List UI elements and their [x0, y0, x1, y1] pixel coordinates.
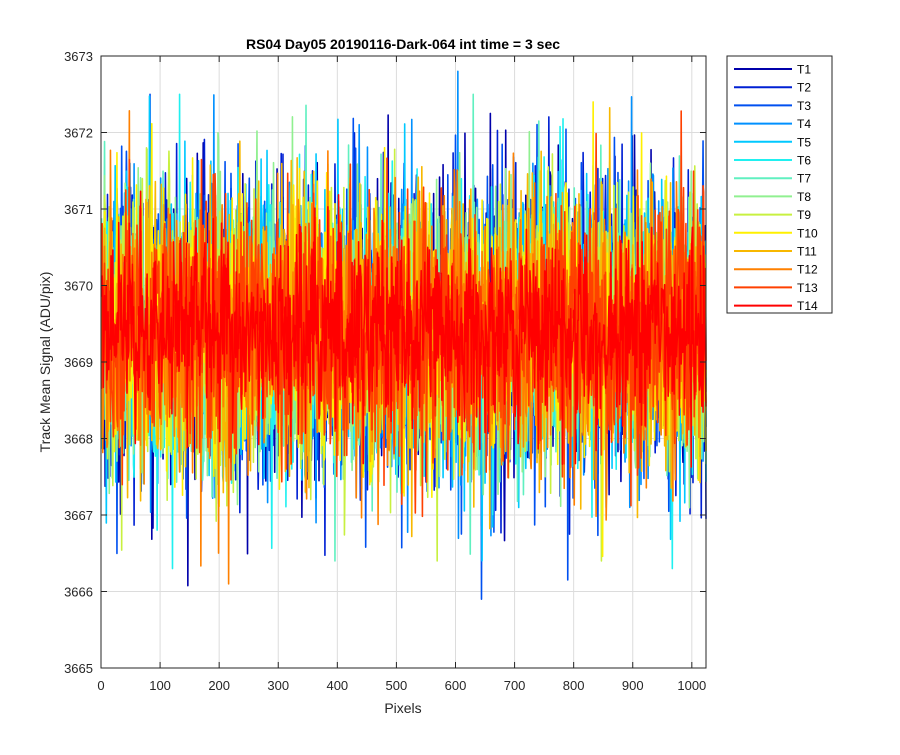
y-tick-label: 3669: [64, 355, 93, 370]
x-tick-label: 600: [445, 678, 467, 693]
x-tick-label: 900: [622, 678, 644, 693]
y-tick-label: 3667: [64, 508, 93, 523]
x-tick-label: 0: [97, 678, 104, 693]
series-line-t13: [100, 110, 707, 518]
series-layer: [100, 70, 707, 600]
ticks: [100, 55, 706, 669]
x-tick-label: 800: [563, 678, 585, 693]
x-tick-label: 400: [326, 678, 348, 693]
x-tick-label: 1000: [677, 678, 706, 693]
y-tick-label: 3671: [64, 202, 93, 217]
y-tick-label: 3666: [64, 585, 93, 600]
y-tick-label: 3668: [64, 432, 93, 447]
series-line-t14: [100, 190, 707, 468]
y-tick-label: 3670: [64, 279, 93, 294]
legend-label-t14: T14: [797, 299, 818, 313]
legend-label-t8: T8: [797, 190, 811, 204]
legend-label-t4: T4: [797, 117, 811, 131]
x-tick-label: 300: [267, 678, 289, 693]
y-tick-label: 3665: [64, 661, 93, 676]
y-tick-label: 3673: [64, 49, 93, 64]
x-tick-label: 700: [504, 678, 526, 693]
legend-label-t10: T10: [797, 226, 818, 240]
legend-label-t3: T3: [797, 99, 811, 113]
x-tick-labels: 0 100 200 300 400 500 600 700 800 900 1000: [97, 678, 706, 693]
x-tick-label: 100: [149, 678, 171, 693]
legend-label-t12: T12: [797, 263, 818, 277]
x-tick-label: 200: [208, 678, 230, 693]
y-tick-label: 3672: [64, 126, 93, 141]
legend-label-t6: T6: [797, 154, 811, 168]
legend-label-t13: T13: [797, 281, 818, 295]
legend-label-t11: T11: [797, 245, 817, 259]
legend-label-t7: T7: [797, 172, 811, 186]
x-axis-label: Pixels: [384, 700, 421, 716]
legend-label-t2: T2: [797, 81, 811, 95]
legend-label-t9: T9: [797, 208, 811, 222]
legend: T1 T2 T3 T4 T5 T6 T7 T8 T9 T10 T11 T12 T13 T14: [726, 55, 833, 314]
y-axis-label: Track Mean Signal (ADU/pix): [37, 272, 53, 453]
x-tick-label: 500: [386, 678, 408, 693]
chart-title: RS04 Day05 20190116-Dark-064 int time = …: [246, 36, 560, 52]
legend-label-t1: T1: [797, 63, 811, 77]
legend-label-t5: T5: [797, 135, 811, 149]
y-tick-labels: 3665 3666 3667 3668 3669 3670 3671 3672 3673: [64, 49, 93, 676]
